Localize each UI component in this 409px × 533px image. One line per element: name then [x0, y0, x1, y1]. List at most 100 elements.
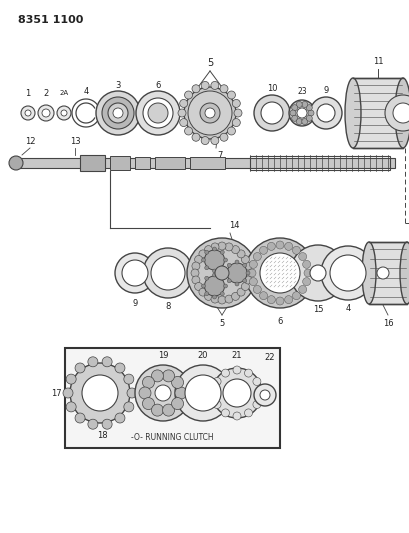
Circle shape — [210, 82, 218, 90]
Circle shape — [245, 269, 252, 277]
Circle shape — [142, 398, 154, 409]
Circle shape — [151, 404, 163, 416]
Circle shape — [245, 271, 249, 275]
Text: 12: 12 — [25, 136, 35, 146]
Text: 9: 9 — [323, 85, 328, 94]
Circle shape — [254, 95, 289, 131]
Circle shape — [204, 108, 214, 118]
Circle shape — [221, 369, 229, 377]
Circle shape — [201, 258, 205, 262]
Circle shape — [295, 118, 301, 125]
Ellipse shape — [361, 242, 375, 304]
Circle shape — [259, 246, 267, 254]
Text: 6: 6 — [155, 80, 160, 90]
Circle shape — [267, 243, 275, 251]
Circle shape — [184, 87, 236, 139]
Circle shape — [303, 269, 311, 277]
Text: 15: 15 — [312, 304, 322, 313]
Circle shape — [57, 106, 71, 120]
Circle shape — [234, 109, 241, 117]
Text: 20: 20 — [197, 351, 208, 359]
Circle shape — [275, 297, 283, 305]
Circle shape — [198, 250, 207, 258]
Circle shape — [143, 98, 173, 128]
Circle shape — [252, 400, 260, 408]
Circle shape — [184, 127, 192, 135]
Circle shape — [307, 110, 313, 116]
Circle shape — [320, 246, 374, 300]
Circle shape — [75, 413, 85, 423]
Circle shape — [306, 104, 312, 111]
Circle shape — [115, 413, 125, 423]
Circle shape — [171, 398, 183, 409]
Circle shape — [75, 363, 85, 373]
Circle shape — [220, 276, 224, 280]
Circle shape — [259, 292, 267, 300]
Circle shape — [236, 250, 245, 258]
Circle shape — [175, 387, 187, 399]
Circle shape — [225, 295, 232, 303]
Circle shape — [136, 91, 180, 135]
Circle shape — [187, 238, 256, 308]
Circle shape — [302, 260, 310, 268]
Circle shape — [231, 246, 239, 254]
Circle shape — [155, 385, 171, 401]
Circle shape — [301, 101, 307, 108]
Circle shape — [245, 238, 314, 308]
Circle shape — [249, 278, 257, 286]
Text: 17: 17 — [51, 389, 62, 398]
Ellipse shape — [394, 78, 409, 148]
Circle shape — [259, 390, 270, 400]
Text: 4: 4 — [83, 86, 88, 95]
Circle shape — [25, 110, 31, 116]
Circle shape — [261, 102, 282, 124]
Text: 22: 22 — [264, 352, 274, 361]
Circle shape — [148, 103, 168, 123]
Circle shape — [213, 400, 220, 408]
Circle shape — [291, 104, 297, 111]
Circle shape — [242, 263, 246, 267]
Circle shape — [143, 248, 193, 298]
Circle shape — [204, 293, 212, 301]
Circle shape — [231, 293, 239, 301]
Circle shape — [220, 266, 224, 270]
Circle shape — [212, 269, 216, 273]
Circle shape — [284, 296, 292, 304]
Text: 8351 1100: 8351 1100 — [18, 15, 83, 25]
Circle shape — [292, 246, 300, 254]
Circle shape — [232, 118, 240, 126]
Circle shape — [253, 286, 261, 294]
Circle shape — [218, 242, 225, 250]
Circle shape — [179, 100, 187, 108]
Circle shape — [9, 156, 23, 170]
Circle shape — [201, 136, 209, 144]
Text: 19: 19 — [157, 351, 168, 359]
Circle shape — [298, 286, 306, 294]
Circle shape — [227, 279, 231, 283]
Circle shape — [66, 374, 76, 384]
Text: 23: 23 — [297, 86, 306, 95]
Text: 5: 5 — [219, 319, 224, 327]
Circle shape — [102, 357, 112, 367]
Circle shape — [236, 288, 245, 296]
Circle shape — [204, 250, 208, 254]
Circle shape — [232, 412, 240, 420]
Circle shape — [289, 245, 345, 301]
Circle shape — [115, 253, 155, 293]
Text: 6: 6 — [276, 317, 282, 326]
Text: 16: 16 — [382, 319, 392, 327]
Circle shape — [211, 243, 218, 251]
Circle shape — [63, 388, 73, 398]
Bar — [20, 158, 394, 168]
Circle shape — [191, 262, 200, 270]
Circle shape — [61, 110, 67, 116]
Circle shape — [204, 246, 212, 254]
Circle shape — [210, 136, 218, 144]
Circle shape — [384, 95, 409, 131]
Circle shape — [204, 276, 208, 280]
Circle shape — [108, 103, 128, 123]
Text: -O- RUNNING CLUTCH: -O- RUNNING CLUTCH — [130, 433, 213, 442]
Circle shape — [127, 388, 137, 398]
Circle shape — [188, 91, 231, 135]
Circle shape — [201, 284, 205, 288]
